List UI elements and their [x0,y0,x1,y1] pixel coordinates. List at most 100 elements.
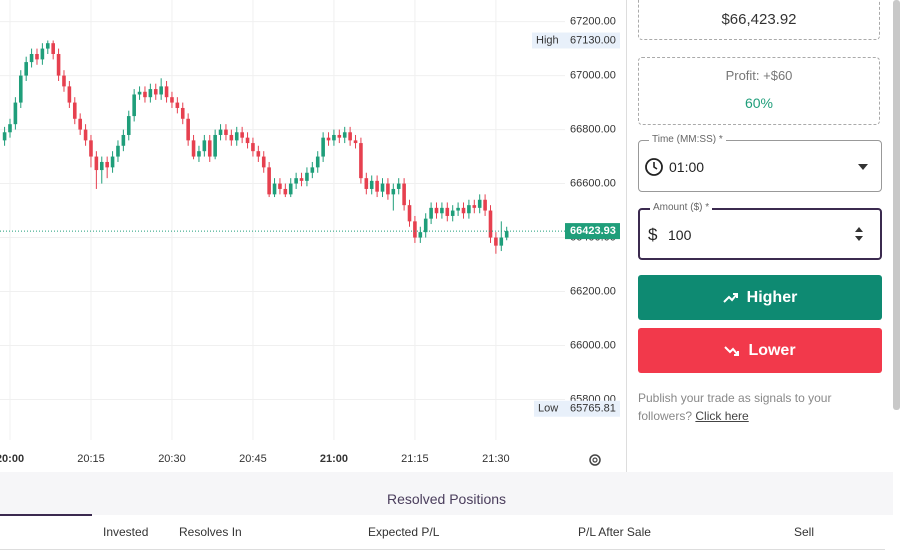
candle-body [272,183,277,195]
candle-body [191,140,196,157]
candle-body [494,237,498,246]
candle-body [440,207,444,214]
candle-body [229,134,234,141]
candle-body [45,43,50,49]
candle-body [51,43,55,54]
price-chart: 65800.0066000.0066200.0066400.0066600.00… [0,0,620,466]
candle-body [434,207,439,214]
candle-body [164,86,169,98]
candle-body [359,143,363,179]
publish-link[interactable]: Click here [695,409,749,423]
candle-body [342,132,347,138]
candle-body [467,205,471,214]
candle-body [18,75,23,103]
scrollbar[interactable] [893,0,900,410]
candle-body [472,205,477,208]
candle-body [56,53,61,76]
grid [0,0,565,440]
spinner[interactable] [854,225,864,243]
low-value: 65765.81 [570,403,616,415]
candle-body [375,180,379,192]
candle-body [418,232,423,238]
payout: 60% [744,95,774,111]
candle-body [450,210,455,216]
candle-body [391,188,396,195]
candle-body [2,132,7,141]
lower-button[interactable]: Lower [638,328,882,373]
candle-body [332,134,336,141]
candle-body [89,140,93,157]
last-price-tag [565,223,620,240]
y-tick-label: 66200.00 [570,285,616,297]
candle-body [224,129,228,135]
profit-box: Profit: +$60 60% [638,57,880,125]
x-tick-label: 20:00 [0,453,24,465]
candle-body [13,102,18,125]
candle-body [353,140,358,144]
candle-body [267,167,271,195]
candle-body [67,86,72,103]
down-icon [724,345,740,356]
candle-body [504,231,509,238]
candle-body [380,183,385,192]
high-value: 67130.00 [570,34,616,46]
candle-body [294,178,298,184]
column-header: Sell [794,525,815,539]
candle-body [429,207,433,219]
divider [626,0,627,472]
column-header: Expected P/L [368,525,440,539]
time-label: Time (MM:SS) * [649,134,726,145]
candle-body [197,151,201,157]
candle-body [278,183,282,189]
candle-body [499,237,504,246]
settings-icon[interactable] [589,454,601,466]
candle-body [288,183,293,195]
candle-body [121,134,126,146]
candle-body [137,91,142,95]
candle-body [256,151,261,157]
amount-field[interactable]: Amount ($) * $ 100 [638,202,882,260]
x-tick-label: 20:45 [239,453,267,465]
candle-body [364,178,369,189]
x-tick-label: 21:15 [401,453,429,465]
candle-body [423,218,428,233]
positions-header: Resolved Positions [0,472,893,515]
candle-body [175,102,180,108]
amount-value: 100 [668,227,692,243]
candle-body [207,140,212,157]
clock-icon [645,158,663,176]
amount-label: Amount ($) * [650,202,713,213]
candle-body [24,62,28,76]
x-tick-label: 20:15 [77,453,105,465]
column-header: P/L After Sale [578,525,651,539]
candle-body [310,167,315,173]
price-display: $66,423.92 [638,0,880,40]
candle-body [369,180,374,189]
candle-body [159,86,163,95]
candle-body [78,118,82,130]
lower-label: Lower [748,341,796,359]
y-tick-label: 66000.00 [570,339,616,351]
profit: Profit: +$60 [725,68,793,83]
candle-body [126,116,131,135]
candle-body [315,156,320,168]
candle-body [456,207,460,211]
candle-body [488,210,493,238]
dropdown-arrow[interactable] [857,163,869,171]
candle-body [143,91,147,98]
higher-button[interactable]: Higher [638,275,882,320]
x-tick-label: 21:00 [320,453,348,465]
candle-body [170,97,174,103]
candle-body [62,75,66,87]
candle-body [299,178,304,181]
candle-body [213,134,217,157]
time-field[interactable]: Time (MM:SS) * 01:00 [638,134,882,192]
candle-body [326,137,331,141]
candle-body [40,48,45,60]
candle-body [218,129,223,135]
candle-body [386,183,390,195]
amount-currency: $ [648,225,658,244]
publish-text: Publish your trade as signals to your fo… [638,391,832,423]
candle-body [110,156,115,168]
